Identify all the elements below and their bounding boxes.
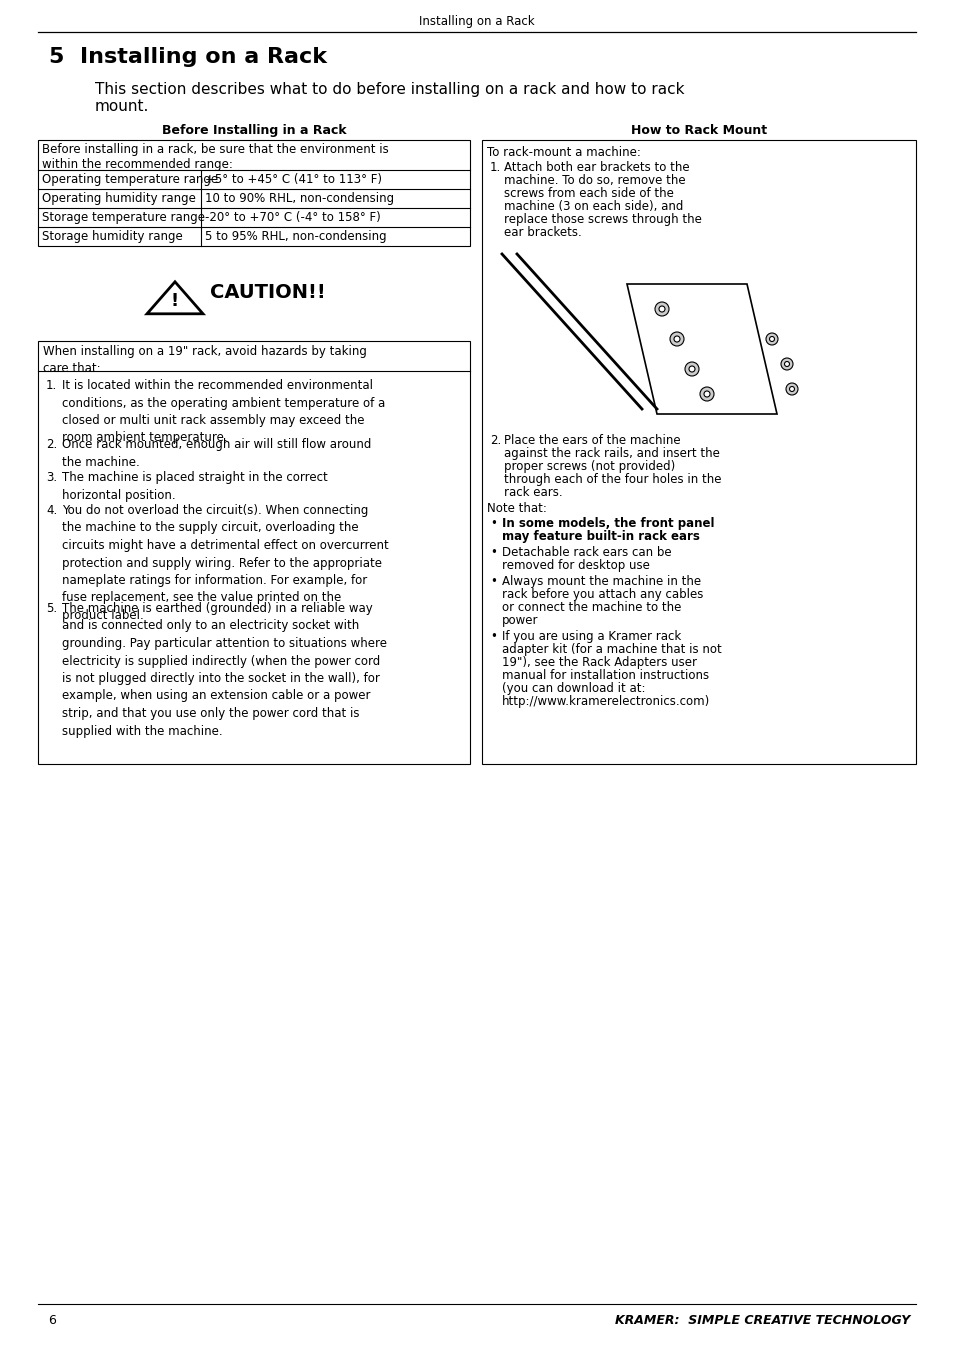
Text: (you can download it at:: (you can download it at: (501, 681, 645, 695)
Text: CAUTION!!: CAUTION!! (210, 284, 325, 303)
Text: 6: 6 (48, 1314, 56, 1328)
Text: When installing on a 19" rack, avoid hazards by taking
care that:: When installing on a 19" rack, avoid haz… (43, 345, 367, 375)
Circle shape (659, 306, 664, 312)
Text: 10 to 90% RHL, non-condensing: 10 to 90% RHL, non-condensing (205, 192, 394, 206)
Text: KRAMER:  SIMPLE CREATIVE TECHNOLOGY: KRAMER: SIMPLE CREATIVE TECHNOLOGY (614, 1314, 909, 1328)
Text: may feature built-in rack ears: may feature built-in rack ears (501, 530, 700, 544)
Bar (481, 141, 915, 764)
Circle shape (703, 391, 709, 397)
Text: machine (3 on each side), and: machine (3 on each side), and (503, 200, 682, 214)
Text: rack ears.: rack ears. (503, 485, 562, 499)
Bar (38, 341, 470, 764)
Circle shape (700, 387, 713, 402)
Text: Before Installing in a Rack: Before Installing in a Rack (161, 124, 346, 137)
Circle shape (655, 301, 668, 316)
Text: 2.: 2. (46, 438, 57, 452)
Circle shape (669, 333, 683, 346)
Text: •: • (490, 575, 497, 588)
Text: Storage humidity range: Storage humidity range (42, 230, 183, 243)
Circle shape (765, 333, 778, 345)
Text: http://www.kramerelectronics.com): http://www.kramerelectronics.com) (501, 695, 709, 708)
Text: manual for installation instructions: manual for installation instructions (501, 669, 708, 681)
Text: This section describes what to do before installing on a rack and how to rack: This section describes what to do before… (95, 82, 684, 97)
Text: +5° to +45° C (41° to 113° F): +5° to +45° C (41° to 113° F) (205, 173, 381, 187)
Text: replace those screws through the: replace those screws through the (503, 214, 701, 226)
Text: 1.: 1. (46, 379, 57, 392)
Text: or connect the machine to the: or connect the machine to the (501, 602, 680, 614)
Circle shape (789, 387, 794, 392)
Text: To rack-mount a machine:: To rack-mount a machine: (486, 146, 640, 160)
Text: !: ! (171, 292, 179, 310)
Text: removed for desktop use: removed for desktop use (501, 558, 649, 572)
Text: If you are using a Kramer rack: If you are using a Kramer rack (501, 630, 680, 644)
Text: adapter kit (for a machine that is not: adapter kit (for a machine that is not (501, 644, 721, 656)
Text: Installing on a Rack: Installing on a Rack (418, 15, 535, 28)
Text: It is located within the recommended environmental
conditions, as the operating : It is located within the recommended env… (62, 379, 385, 445)
Text: How to Rack Mount: How to Rack Mount (630, 124, 766, 137)
Circle shape (785, 383, 797, 395)
Text: Once rack mounted, enough air will still flow around
the machine.: Once rack mounted, enough air will still… (62, 438, 371, 469)
Text: ear brackets.: ear brackets. (503, 226, 581, 239)
Circle shape (688, 366, 695, 372)
Text: The machine is placed straight in the correct
horizontal position.: The machine is placed straight in the co… (62, 470, 328, 502)
Circle shape (783, 361, 789, 366)
Text: The machine is earthed (grounded) in a reliable way
and is connected only to an : The machine is earthed (grounded) in a r… (62, 602, 387, 737)
Text: mount.: mount. (95, 99, 150, 114)
Text: -20° to +70° C (-4° to 158° F): -20° to +70° C (-4° to 158° F) (205, 211, 380, 224)
Text: •: • (490, 630, 497, 644)
Text: 5.: 5. (46, 602, 57, 615)
Text: Attach both ear brackets to the: Attach both ear brackets to the (503, 161, 689, 174)
Text: rack before you attach any cables: rack before you attach any cables (501, 588, 702, 602)
Text: through each of the four holes in the: through each of the four holes in the (503, 473, 720, 485)
Circle shape (684, 362, 699, 376)
Circle shape (781, 358, 792, 370)
Text: You do not overload the circuit(s). When connecting
the machine to the supply ci: You do not overload the circuit(s). When… (62, 504, 388, 622)
Text: Detachable rack ears can be: Detachable rack ears can be (501, 546, 671, 558)
Text: •: • (490, 546, 497, 558)
Circle shape (673, 337, 679, 342)
Text: 1.: 1. (490, 161, 500, 174)
Text: against the rack rails, and insert the: against the rack rails, and insert the (503, 448, 720, 460)
Text: 5 to 95% RHL, non-condensing: 5 to 95% RHL, non-condensing (205, 230, 386, 243)
Text: Storage temperature range: Storage temperature range (42, 211, 205, 224)
Text: proper screws (not provided): proper screws (not provided) (503, 460, 675, 473)
Text: power: power (501, 614, 537, 627)
Text: Operating temperature range: Operating temperature range (42, 173, 218, 187)
Text: 19"), see the Rack Adapters user: 19"), see the Rack Adapters user (501, 656, 697, 669)
Text: Always mount the machine in the: Always mount the machine in the (501, 575, 700, 588)
Text: 5: 5 (48, 47, 63, 68)
Text: Place the ears of the machine: Place the ears of the machine (503, 434, 679, 448)
Text: machine. To do so, remove the: machine. To do so, remove the (503, 174, 685, 187)
Text: Note that:: Note that: (486, 502, 546, 515)
Text: Before installing in a rack, be sure that the environment is
within the recommen: Before installing in a rack, be sure tha… (42, 143, 388, 170)
Text: 4.: 4. (46, 504, 57, 516)
Text: Installing on a Rack: Installing on a Rack (80, 47, 327, 68)
Text: screws from each side of the: screws from each side of the (503, 187, 673, 200)
Text: •: • (490, 516, 497, 530)
Text: Operating humidity range: Operating humidity range (42, 192, 195, 206)
Circle shape (769, 337, 774, 342)
Text: 3.: 3. (46, 470, 57, 484)
Text: 2.: 2. (490, 434, 500, 448)
Text: In some models, the front panel: In some models, the front panel (501, 516, 714, 530)
Bar (38, 141, 470, 246)
